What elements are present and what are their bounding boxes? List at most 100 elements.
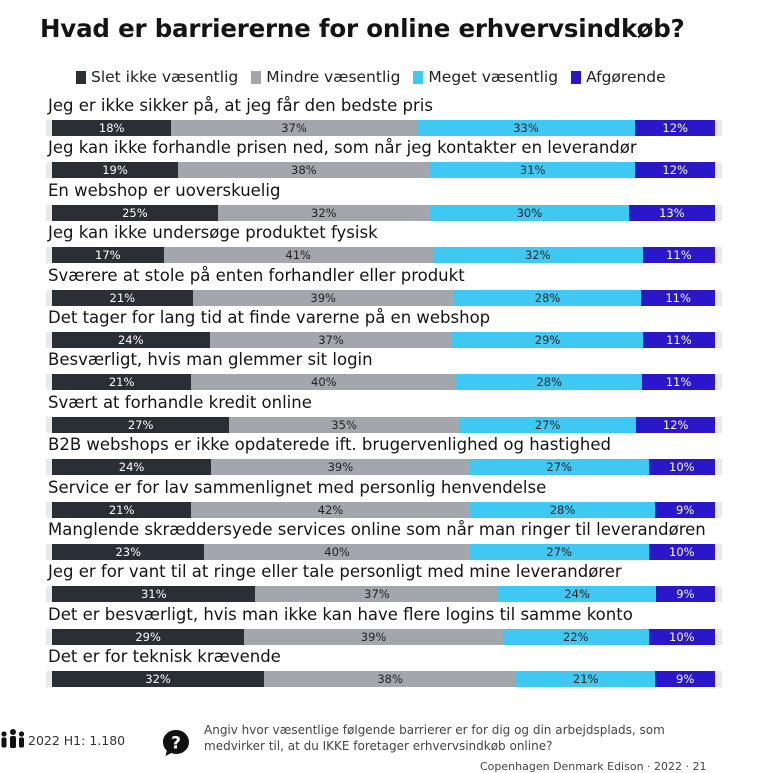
bar-segment: 27% [469, 459, 649, 476]
stacked-bar: 25% 32% 30% 13% [52, 204, 715, 221]
bar-segment: 9% [655, 501, 715, 518]
bar-segment: 28% [469, 501, 656, 518]
stacked-bar: 24% 37% 29% 11% [52, 332, 715, 348]
legend-swatch [571, 70, 582, 84]
bar-segment: 10% [648, 459, 715, 476]
bar-segment: 29% [52, 628, 245, 645]
bar-segment: 42% [191, 501, 470, 518]
footer: 2022 H1: 1.180 ? Angiv hvor væsentlige f… [0, 720, 762, 773]
bar-segment: 32% [52, 671, 265, 688]
bar-segment: 38% [177, 162, 430, 179]
people-icon [1, 729, 25, 748]
bar-segment: 11% [642, 247, 715, 264]
category-label: Jeg kan ikke forhandle prisen ned, som n… [48, 138, 637, 158]
legend-item: Meget væsentlig [413, 68, 558, 86]
category-label: Jeg er for vant til at ringe eller tale … [48, 562, 622, 582]
bar-segment: 38% [264, 671, 517, 688]
bar-segment: 32% [432, 247, 643, 264]
legend-item: Mindre væsentlig [251, 68, 400, 86]
legend-label: Slet ikke væsentlig [91, 68, 239, 86]
bar-segment: 27% [52, 416, 230, 433]
bar-segment: 24% [52, 332, 210, 348]
bar-segment: 24% [498, 586, 656, 603]
survey-question: Angiv hvor væsentlige følgende barrierer… [204, 723, 665, 753]
bar-segment: 22% [502, 628, 649, 645]
bar-segment: 9% [655, 671, 715, 688]
bar-segment: 18% [52, 120, 172, 136]
stacked-bar: 17% 41% 32% 11% [52, 247, 715, 264]
bar-segment: 17% [52, 247, 164, 264]
legend-item: Slet ikke væsentlig [76, 68, 238, 86]
stacked-bar: 23% 40% 27% 10% [52, 544, 715, 560]
bar-segment: 21% [52, 501, 192, 518]
bar-segment: 37% [255, 586, 499, 603]
chart-legend: Slet ikke væsentlig Mindre væsentlig Meget… [76, 67, 679, 87]
bar-segment: 37% [209, 332, 453, 348]
bar-segment: 10% [648, 628, 715, 645]
bar-segment: 37% [171, 120, 417, 136]
bar-segment: 39% [192, 289, 454, 306]
bar-segment: 39% [244, 628, 503, 645]
bar-segment: 12% [635, 162, 715, 179]
category-label: En webshop er uoverskuelig [48, 180, 281, 200]
bar-segment: 21% [52, 289, 193, 306]
category-label: Det er for teknisk krævende [48, 647, 281, 667]
category-label: Det er besværligt, hvis man ikke kan hav… [48, 604, 633, 624]
bar-segment: 21% [516, 671, 656, 688]
category-label: Besværligt, hvis man glemmer sit login [48, 350, 373, 370]
legend-label: Mindre væsentlig [266, 68, 401, 86]
bar-segment: 11% [642, 332, 715, 348]
bar-segment: 30% [429, 204, 629, 221]
category-label: Det tager for lang tid at finde varerne … [48, 308, 491, 327]
category-label: Svært at forhandle kredit online [48, 392, 312, 412]
bar-segment: 32% [217, 204, 430, 221]
bar-segment: 27% [469, 544, 649, 560]
category-label: Service er for lav sammenlignet med pers… [48, 477, 547, 497]
bar-segment: 25% [52, 204, 218, 221]
bar-segment: 28% [456, 374, 643, 391]
bar-segment: 11% [641, 289, 715, 306]
stacked-bar: 27% 35% 27% 12% [52, 416, 715, 433]
bar-segment: 41% [163, 247, 433, 264]
svg-text:?: ? [171, 734, 181, 754]
stacked-bar: 29% 39% 22% 10% [52, 628, 715, 645]
category-label: B2B webshops er ikke opdaterede ift. bru… [48, 435, 611, 455]
stacked-bar: 24% 39% 27% 10% [52, 459, 715, 476]
category-label: Manglende skræddersyede services online … [48, 520, 706, 539]
legend-label: Afgørende [586, 68, 666, 86]
bar-segment: 35% [229, 416, 459, 433]
stacked-bar: 19% 38% 31% 12% [52, 162, 715, 179]
stacked-bar: 21% 42% 28% 9% [52, 501, 715, 518]
stacked-bar: 32% 38% 21% 9% [52, 671, 715, 688]
bar-segment: 13% [628, 204, 715, 221]
bar-segment: 33% [416, 120, 636, 136]
bar-segment: 23% [52, 544, 205, 560]
bar-segment: 19% [52, 162, 178, 179]
bar-segment: 9% [655, 586, 715, 603]
sample-size: 2022 H1: 1.180 [28, 733, 126, 748]
bar-segment: 28% [453, 289, 642, 306]
bar-segment: 12% [636, 416, 715, 433]
bar-segment: 10% [648, 544, 715, 560]
stacked-bar: 21% 40% 28% 11% [52, 374, 715, 391]
stacked-bar: 31% 37% 24% 9% [52, 586, 715, 603]
bar-segment: 27% [458, 416, 637, 433]
legend-item: Afgørende [571, 68, 666, 86]
bar-segment: 11% [642, 374, 715, 391]
legend-swatch [251, 70, 262, 84]
category-label: Sværere at stole på enten forhandler ell… [48, 265, 465, 285]
legend-swatch [413, 70, 424, 84]
legend-swatch [76, 70, 86, 84]
legend-label: Meget væsentlig [428, 68, 559, 86]
category-label: Jeg er ikke sikker på, at jeg får den be… [48, 96, 433, 115]
bar-segment: 31% [429, 162, 636, 179]
stacked-bar-chart: Jeg er ikke sikker på, at jeg får den be… [0, 92, 762, 692]
question-bubble-icon: ? [163, 730, 189, 756]
bar-segment: 12% [635, 120, 715, 136]
chart-title: Hvad er barriererne for online erhvervsi… [40, 14, 685, 43]
bar-segment: 39% [211, 459, 470, 476]
bar-segment: 29% [452, 332, 643, 348]
bar-segment: 31% [52, 586, 256, 603]
bar-segment: 40% [191, 374, 457, 391]
stacked-bar: 21% 39% 28% 11% [52, 289, 715, 306]
